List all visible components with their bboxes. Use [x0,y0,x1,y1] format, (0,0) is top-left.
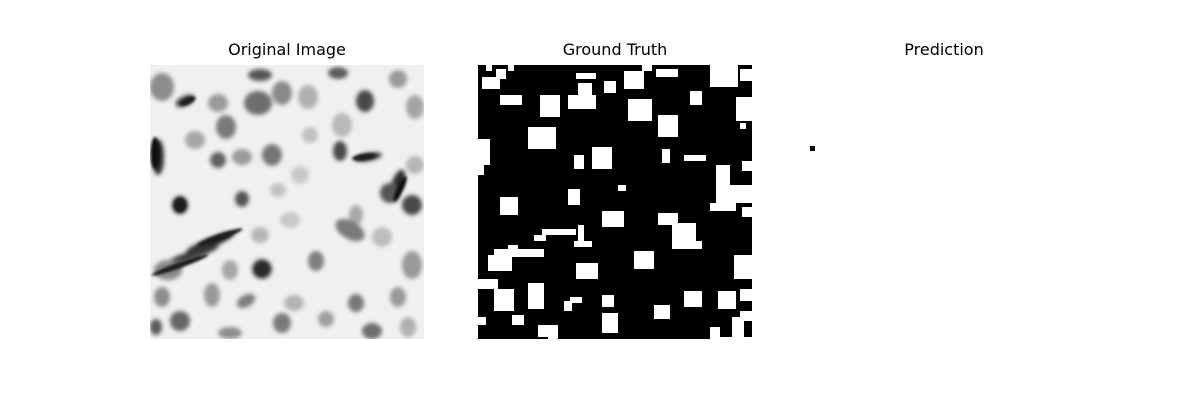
ground-truth-mask [478,65,752,339]
panel-original-image: Original Image [150,0,424,400]
original-image-cells [150,67,424,339]
prediction-background [807,65,1081,339]
panel-title-ground-truth: Ground Truth [562,40,668,59]
ground-truth-background [478,65,752,339]
original-image-canvas [150,65,424,339]
panel-prediction: Prediction [807,0,1081,400]
original-image-background [150,65,424,339]
panel-title-prediction: Prediction [904,40,984,59]
original-image-dark-nuclei [151,96,407,276]
prediction-segment [810,146,815,151]
panel-ground-truth: Ground Truth [478,0,752,400]
ground-truth-segments [478,65,752,339]
panel-title-original: Original Image [228,40,346,59]
prediction-mask [807,65,1081,339]
